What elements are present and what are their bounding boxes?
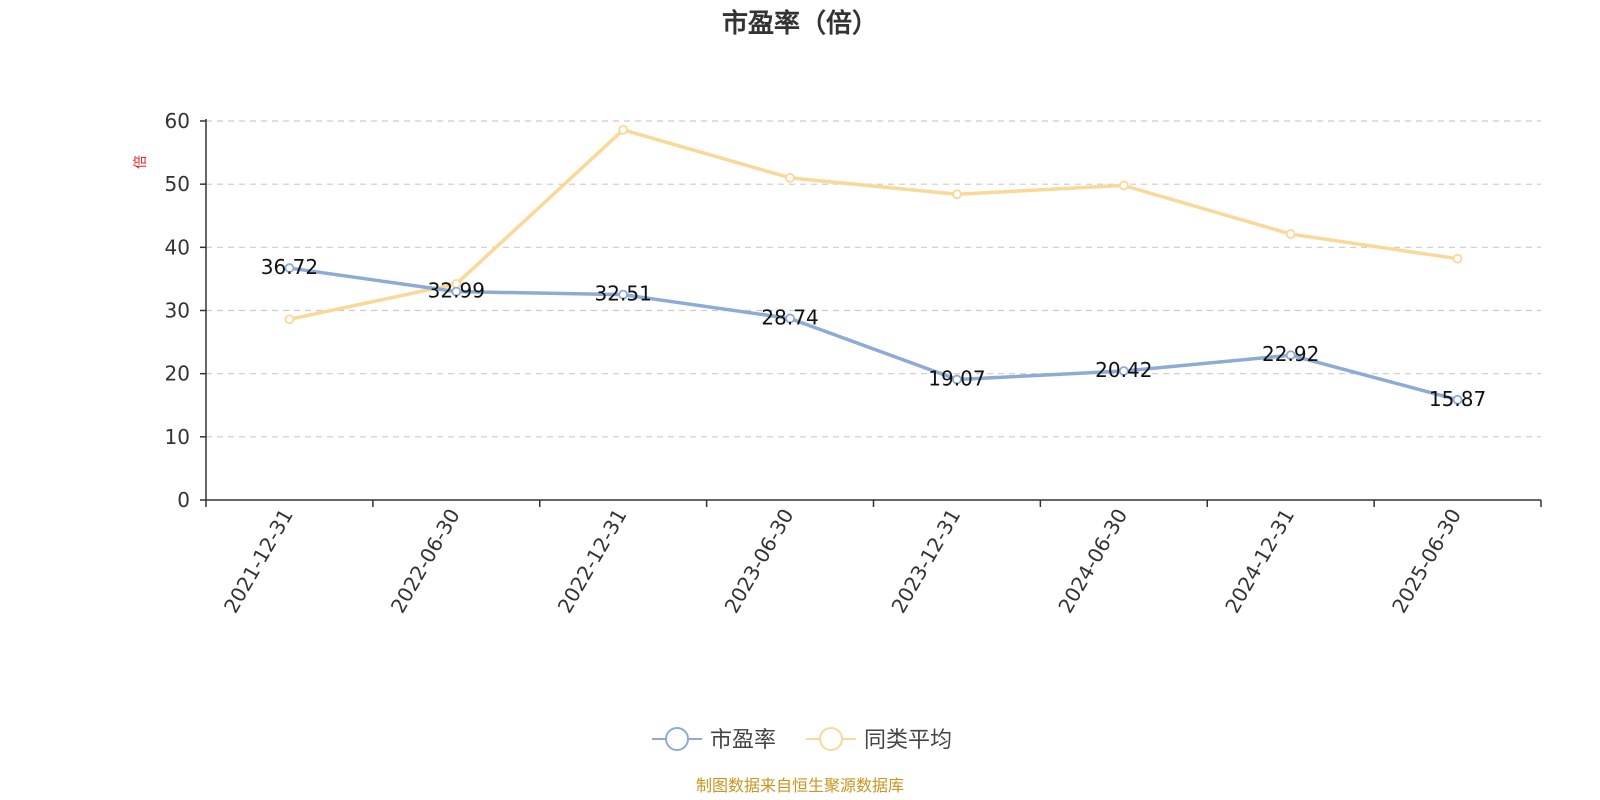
series-1-point[interactable] (618, 124, 629, 135)
data-label: 22.92 (1262, 342, 1319, 366)
series-line-1 (289, 128, 1458, 322)
chart-title: 市盈率（倍） (722, 8, 878, 39)
x-tick-label: 2024-12-31 (1220, 505, 1299, 618)
data-label: 36.72 (261, 255, 318, 279)
series-1-point[interactable] (785, 172, 795, 183)
data-label: 15.87 (1429, 387, 1486, 411)
legend-swatch-marker (819, 727, 843, 751)
x-tick-label: 2024-06-30 (1053, 505, 1132, 618)
data-label: 28.74 (761, 305, 818, 329)
series-0-point[interactable] (952, 374, 962, 385)
series-1-point[interactable] (1285, 229, 1296, 239)
series-1-point[interactable] (1452, 253, 1463, 264)
series-0-point[interactable] (451, 286, 462, 297)
y-tick-label: 0 (177, 488, 190, 512)
series-0-point[interactable] (618, 289, 629, 300)
legend-item-label[interactable]: 市盈率 (710, 728, 776, 753)
x-tick-label: 2023-12-31 (886, 505, 965, 618)
x-tick-label: 2022-12-31 (553, 505, 632, 618)
data-label: 19.07 (928, 367, 985, 391)
data-label: 32.99 (428, 279, 485, 303)
x-tick-label: 2022-06-30 (386, 505, 465, 618)
series-0-point[interactable] (785, 313, 795, 324)
series-1-point[interactable] (1118, 180, 1129, 191)
y-axis-unit: 倍 (133, 155, 149, 169)
x-tick-label: 2021-12-31 (219, 505, 298, 618)
x-tick-label: 2023-06-30 (719, 505, 798, 618)
series-0-point[interactable] (284, 263, 295, 273)
legend[interactable]: 市盈率 同类平均 (652, 727, 952, 753)
legend-item-label[interactable]: 同类平均 (864, 728, 952, 753)
x-tick-label: 2025-06-30 (1387, 505, 1466, 618)
data-labels: 36.72 32.99 32.51 28.74 19.07 20.42 22.92 15.87 (261, 255, 1486, 411)
source-note: 制图数据来自恒生聚源数据库 (696, 776, 904, 795)
series-1-point[interactable] (284, 314, 295, 325)
series-0-point[interactable] (1452, 394, 1463, 405)
y-tick-label: 10 (165, 425, 190, 449)
y-tick-label: 30 (165, 299, 190, 323)
series-line-0 (289, 266, 1459, 402)
y-tick-label: 50 (165, 172, 190, 196)
grid-lines (206, 120, 1541, 438)
series-0-point[interactable] (1118, 366, 1129, 376)
y-tick-label: 20 (165, 362, 190, 386)
legend-swatch-marker (665, 727, 689, 751)
y-tick-label: 60 (165, 109, 190, 133)
series-0-point[interactable] (1285, 350, 1296, 361)
data-label: 20.42 (1095, 358, 1152, 382)
series-1-point[interactable] (952, 189, 962, 200)
data-label: 32.51 (595, 282, 652, 306)
series (284, 124, 1463, 405)
y-tick-label: 40 (165, 235, 190, 259)
